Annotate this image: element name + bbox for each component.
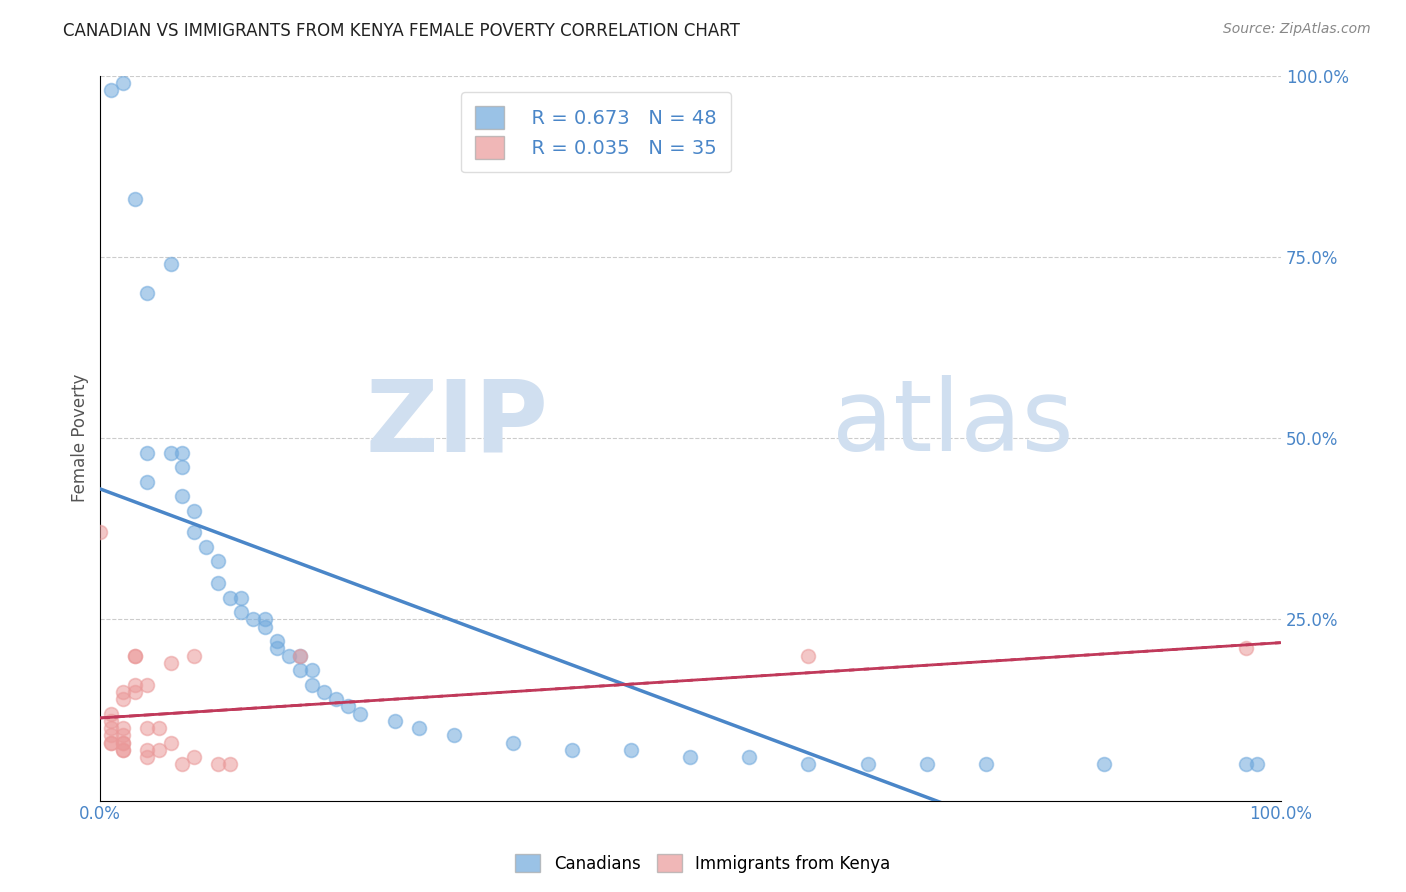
Point — [254, 612, 277, 626]
Point — [325, 692, 347, 706]
Point — [135, 750, 157, 764]
Point — [1092, 757, 1115, 772]
Text: ZIP: ZIP — [366, 375, 548, 472]
Point — [408, 721, 430, 735]
Point — [218, 591, 240, 605]
Point — [290, 663, 312, 677]
Legend: Canadians, Immigrants from Kenya: Canadians, Immigrants from Kenya — [509, 847, 897, 880]
Point — [1246, 757, 1268, 772]
Point — [336, 699, 359, 714]
Point — [797, 648, 820, 663]
Point — [124, 192, 146, 206]
Point — [112, 728, 135, 742]
Point — [620, 743, 643, 757]
Point — [314, 685, 336, 699]
Point — [349, 706, 371, 721]
Point — [254, 619, 277, 633]
Point — [159, 656, 181, 670]
Point — [231, 591, 253, 605]
Point — [112, 736, 135, 750]
Point — [290, 648, 312, 663]
Point — [797, 757, 820, 772]
Point — [301, 677, 323, 691]
Point — [172, 757, 194, 772]
Point — [100, 706, 122, 721]
Point — [135, 445, 157, 459]
Point — [100, 736, 122, 750]
Point — [1234, 641, 1257, 656]
Point — [112, 76, 135, 90]
Point — [266, 641, 288, 656]
Point — [112, 721, 135, 735]
Point — [135, 286, 157, 301]
Point — [135, 743, 157, 757]
Point — [124, 677, 146, 691]
Point — [738, 750, 761, 764]
Point — [159, 445, 181, 459]
Point — [1234, 757, 1257, 772]
Point — [384, 714, 406, 728]
Point — [183, 525, 205, 540]
Point — [231, 605, 253, 619]
Point — [100, 728, 122, 742]
Point — [183, 750, 205, 764]
Point — [135, 475, 157, 489]
Point — [112, 743, 135, 757]
Point — [974, 757, 997, 772]
Point — [135, 721, 157, 735]
Point — [172, 460, 194, 475]
Legend:   R = 0.673   N = 48,   R = 0.035   N = 35: R = 0.673 N = 48, R = 0.035 N = 35 — [461, 93, 731, 172]
Point — [301, 663, 323, 677]
Y-axis label: Female Poverty: Female Poverty — [72, 374, 89, 502]
Point — [112, 743, 135, 757]
Point — [207, 757, 229, 772]
Point — [443, 728, 465, 742]
Point — [679, 750, 702, 764]
Point — [112, 685, 135, 699]
Point — [277, 648, 299, 663]
Point — [915, 757, 938, 772]
Point — [100, 714, 122, 728]
Point — [266, 634, 288, 648]
Point — [89, 525, 111, 540]
Point — [159, 257, 181, 271]
Point — [242, 612, 264, 626]
Text: Source: ZipAtlas.com: Source: ZipAtlas.com — [1223, 22, 1371, 37]
Point — [112, 736, 135, 750]
Point — [194, 540, 217, 554]
Point — [124, 648, 146, 663]
Point — [100, 721, 122, 735]
Point — [207, 576, 229, 591]
Point — [100, 736, 122, 750]
Point — [135, 677, 157, 691]
Point — [183, 503, 205, 517]
Point — [112, 692, 135, 706]
Point — [502, 736, 524, 750]
Point — [172, 445, 194, 459]
Point — [148, 721, 170, 735]
Point — [100, 83, 122, 97]
Point — [148, 743, 170, 757]
Point — [207, 554, 229, 568]
Point — [290, 648, 312, 663]
Point — [218, 757, 240, 772]
Point — [561, 743, 583, 757]
Point — [159, 736, 181, 750]
Point — [172, 489, 194, 503]
Point — [124, 648, 146, 663]
Point — [856, 757, 879, 772]
Point — [183, 648, 205, 663]
Point — [124, 685, 146, 699]
Text: CANADIAN VS IMMIGRANTS FROM KENYA FEMALE POVERTY CORRELATION CHART: CANADIAN VS IMMIGRANTS FROM KENYA FEMALE… — [63, 22, 740, 40]
Text: atlas: atlas — [832, 375, 1074, 472]
